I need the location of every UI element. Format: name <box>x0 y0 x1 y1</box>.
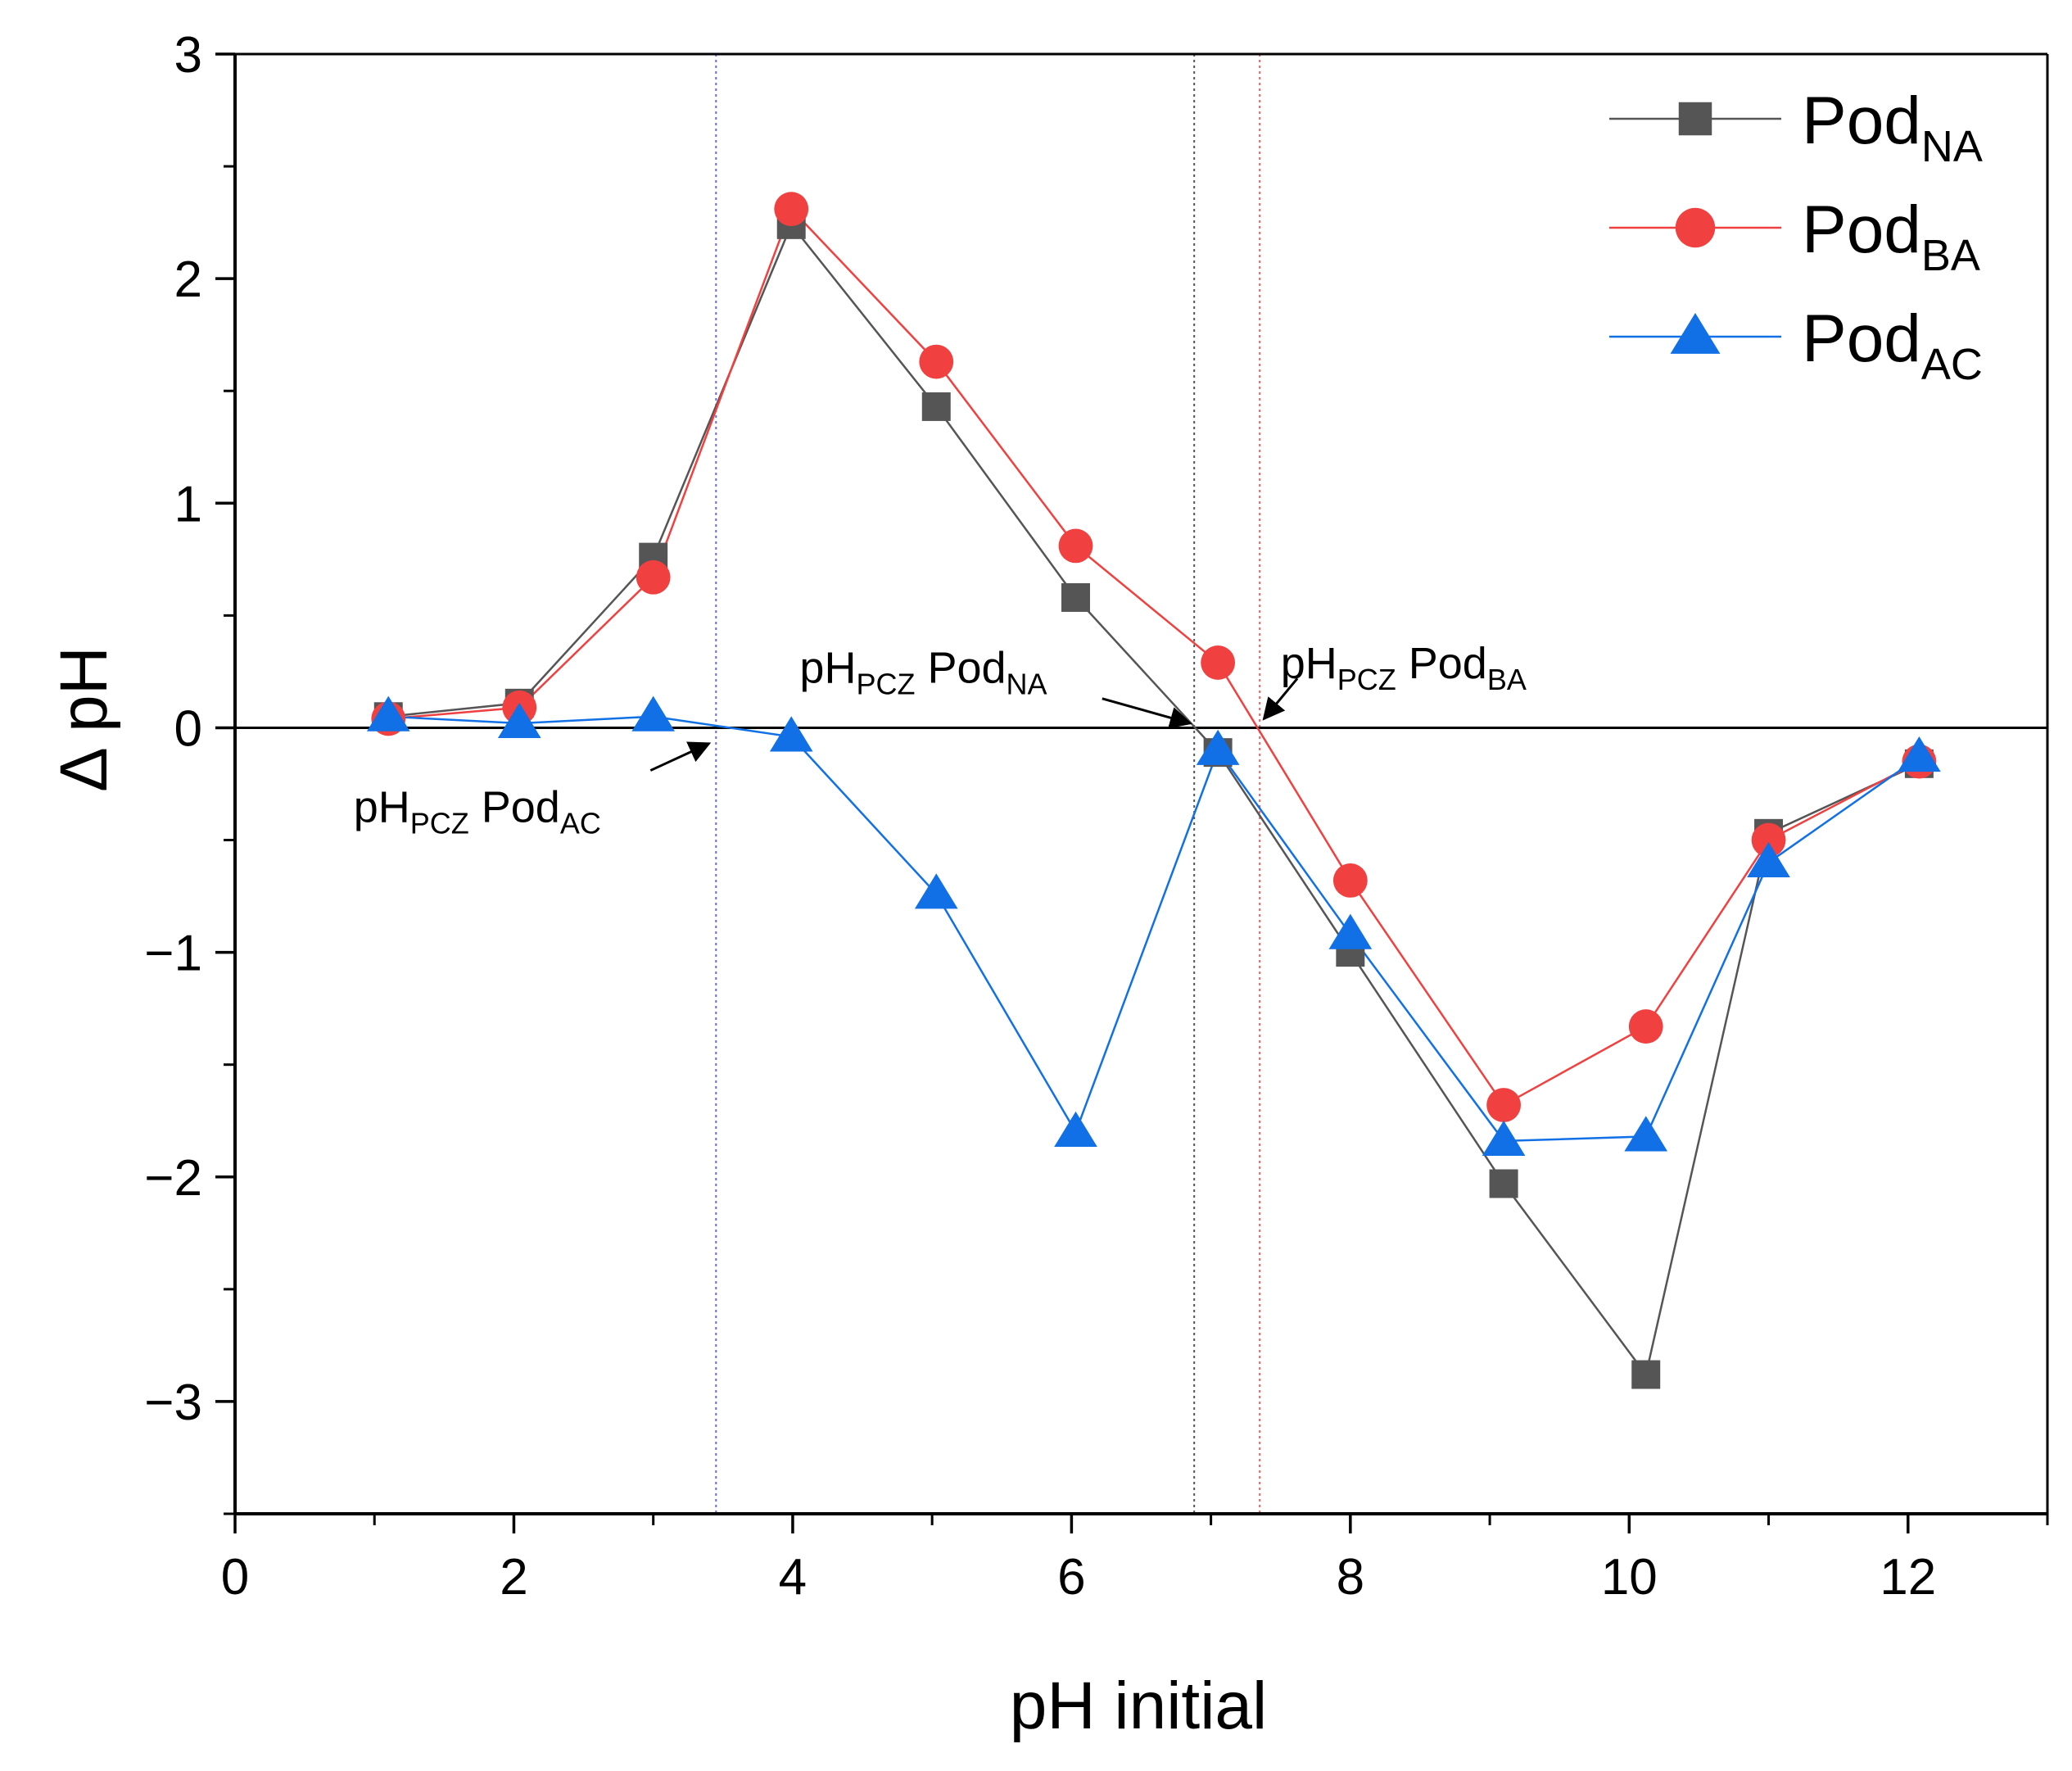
annotation-text-sub: PCZ <box>410 807 469 840</box>
x-tick-label: 4 <box>779 1549 807 1606</box>
annotation-text-suffix: Pod <box>1396 639 1487 688</box>
data-point-ac <box>1747 841 1790 878</box>
annotation-text-suffix-sub: AC <box>560 807 601 840</box>
reference-lines <box>715 54 1261 1514</box>
data-point-ba <box>774 192 809 227</box>
annotation-arrow-na <box>1102 697 1192 729</box>
x-tick-label: 12 <box>1880 1549 1936 1606</box>
annotation-label-na: pHPCZ PodNA <box>799 644 1047 701</box>
x-tick-label: 0 <box>221 1549 249 1606</box>
legend-marker-ac <box>1670 312 1721 354</box>
legend-label-sub: AC <box>1921 340 1983 389</box>
x-axis-title: pH initial <box>1010 1669 1267 1743</box>
legend-label-main: Pod <box>1802 301 1921 376</box>
series-line-ba <box>388 206 1920 1107</box>
y-tick-label: 1 <box>174 476 202 532</box>
annotation-text-suffix: Pod <box>915 644 1006 693</box>
data-point-ac <box>1196 729 1240 765</box>
annotation-label-ac: pHPCZ PodAC <box>354 783 601 840</box>
data-point-ac <box>366 695 410 732</box>
data-point-ba <box>1628 1009 1663 1044</box>
data-point-ac <box>914 873 958 909</box>
y-tick-label: 2 <box>174 251 202 308</box>
legend-label-ac: PodAC <box>1802 301 1983 389</box>
annotation-text-main: pH <box>1281 639 1337 688</box>
data-point-ba <box>1332 863 1368 898</box>
data-point-ac <box>769 716 813 752</box>
annotation-text-suffix-sub: NA <box>1007 668 1047 701</box>
y-axis-title: Δ pH <box>47 646 121 792</box>
data-point-na <box>1061 582 1090 612</box>
annotation-label-ba: pHPCZ PodBA <box>1281 639 1527 696</box>
annotation-text-suffix-sub: BA <box>1487 663 1527 696</box>
data-point-ac <box>1482 1120 1526 1156</box>
x-tick-label: 2 <box>500 1549 527 1606</box>
data-point-ac <box>1898 736 1941 772</box>
annotation-text-main: pH <box>354 783 410 832</box>
data-point-ac <box>497 702 541 739</box>
axes <box>233 52 2049 1515</box>
series-markers <box>366 192 1941 1389</box>
legend-label-sub: BA <box>1921 231 1980 280</box>
legend-label-main: Pod <box>1802 192 1921 267</box>
data-point-ac <box>1054 1111 1097 1147</box>
data-point-ac <box>1328 913 1373 949</box>
y-tick-label: 0 <box>174 700 202 757</box>
legend-marker-na <box>1678 102 1712 136</box>
data-point-ba <box>1058 528 1093 564</box>
annotation-text-main: pH <box>799 644 856 693</box>
annotation-text-suffix: Pod <box>469 783 560 832</box>
legend-label-main: Pod <box>1802 84 1921 158</box>
legend-label-ba: PodBA <box>1802 192 1980 280</box>
legend-marker-ba <box>1675 207 1716 248</box>
data-point-ba <box>1201 645 1236 680</box>
y-tick-label: −3 <box>144 1375 202 1431</box>
y-tick-label: −1 <box>144 926 202 982</box>
annotation-text-sub: PCZ <box>1337 663 1396 696</box>
y-tick-label: 3 <box>174 27 202 84</box>
data-point-ba <box>919 344 954 379</box>
annotation-arrow-ac <box>649 741 712 772</box>
data-point-ba <box>636 559 671 595</box>
legend-label-na: PodNA <box>1802 84 1983 171</box>
data-point-ac <box>1624 1116 1668 1152</box>
data-point-ac <box>631 695 676 732</box>
y-tick-label: −2 <box>144 1150 202 1207</box>
data-point-na <box>1631 1360 1661 1389</box>
x-tick-label: 6 <box>1057 1549 1085 1606</box>
data-point-ba <box>1486 1088 1521 1122</box>
annotation-arrow-ba <box>1262 677 1299 721</box>
data-point-na <box>921 392 951 421</box>
series-line-na <box>388 222 1920 1377</box>
series-line-ac <box>388 715 1920 1143</box>
series-lines <box>388 206 1920 1377</box>
x-tick-label: 8 <box>1337 1549 1364 1606</box>
data-point-na <box>1489 1169 1518 1198</box>
annotation-text-sub: PCZ <box>856 668 915 701</box>
data-point-ba <box>1751 822 1786 858</box>
x-tick-label: 10 <box>1601 1549 1658 1606</box>
legend-label-sub: NA <box>1921 122 1983 171</box>
